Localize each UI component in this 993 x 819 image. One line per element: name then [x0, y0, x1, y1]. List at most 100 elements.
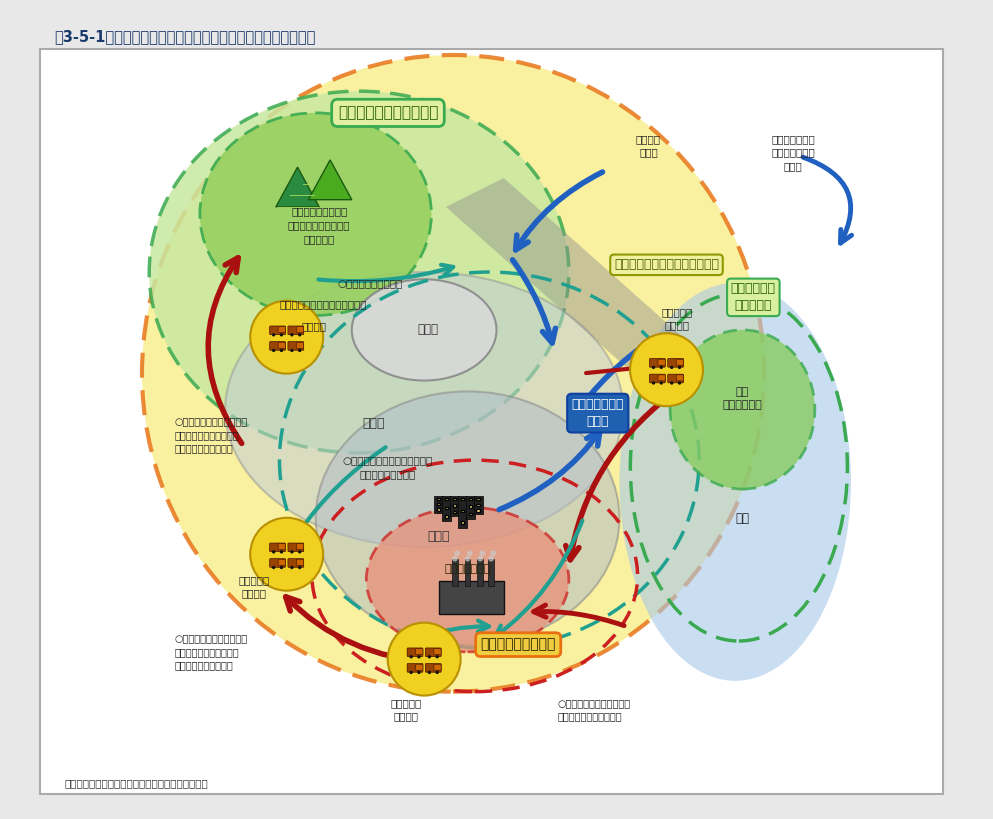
Text: 里地里山里海地域循環圏: 里地里山里海地域循環圏: [338, 106, 438, 120]
Circle shape: [298, 550, 302, 554]
Circle shape: [409, 655, 413, 658]
Text: 集積拠点: 集積拠点: [301, 321, 326, 332]
Circle shape: [290, 550, 294, 554]
Circle shape: [678, 382, 681, 385]
FancyBboxPatch shape: [676, 360, 683, 365]
Circle shape: [409, 671, 413, 674]
Polygon shape: [309, 160, 352, 200]
Circle shape: [387, 622, 461, 695]
Circle shape: [436, 671, 439, 674]
Circle shape: [659, 382, 663, 385]
Text: 動脈産業集積地: 動脈産業集積地: [445, 563, 491, 573]
Circle shape: [298, 566, 302, 569]
FancyBboxPatch shape: [658, 375, 665, 381]
Circle shape: [290, 333, 294, 337]
Circle shape: [280, 333, 283, 337]
FancyBboxPatch shape: [270, 326, 285, 335]
Ellipse shape: [225, 272, 624, 547]
Text: 循環型産業
集積拠点: 循環型産業 集積拠点: [390, 698, 422, 722]
Circle shape: [298, 333, 302, 337]
FancyBboxPatch shape: [458, 496, 467, 528]
FancyBboxPatch shape: [407, 663, 423, 672]
Text: 漁村
漁業・水産業: 漁村 漁業・水産業: [723, 387, 763, 410]
Text: 中都市: 中都市: [362, 418, 384, 431]
FancyBboxPatch shape: [296, 559, 304, 565]
Text: ○循環産業や動脈産業の集
積拠点などと連携しなが
ら適正規模で資源循環: ○循環産業や動脈産業の集 積拠点などと連携しなが ら適正規模で資源循環: [175, 417, 247, 453]
FancyBboxPatch shape: [445, 507, 448, 509]
FancyBboxPatch shape: [474, 496, 483, 514]
Circle shape: [651, 365, 655, 369]
FancyBboxPatch shape: [296, 327, 304, 333]
Circle shape: [491, 550, 496, 556]
FancyBboxPatch shape: [461, 498, 464, 500]
Ellipse shape: [670, 330, 815, 489]
FancyBboxPatch shape: [477, 509, 480, 512]
Circle shape: [428, 655, 431, 658]
Ellipse shape: [316, 391, 620, 645]
FancyBboxPatch shape: [278, 544, 285, 550]
FancyBboxPatch shape: [288, 342, 304, 351]
FancyBboxPatch shape: [453, 510, 456, 513]
FancyBboxPatch shape: [407, 648, 423, 657]
FancyBboxPatch shape: [477, 498, 480, 500]
FancyBboxPatch shape: [469, 513, 472, 515]
Circle shape: [428, 671, 431, 674]
FancyBboxPatch shape: [649, 374, 665, 382]
FancyBboxPatch shape: [288, 326, 304, 335]
FancyBboxPatch shape: [288, 559, 304, 568]
Circle shape: [290, 349, 294, 352]
FancyBboxPatch shape: [278, 327, 285, 333]
Ellipse shape: [352, 279, 496, 381]
FancyBboxPatch shape: [270, 342, 285, 351]
FancyBboxPatch shape: [466, 496, 475, 518]
FancyBboxPatch shape: [461, 509, 464, 512]
FancyBboxPatch shape: [288, 543, 304, 552]
Circle shape: [489, 556, 494, 562]
FancyBboxPatch shape: [416, 664, 423, 670]
Circle shape: [670, 382, 673, 385]
FancyBboxPatch shape: [452, 559, 458, 586]
Circle shape: [272, 349, 275, 352]
FancyBboxPatch shape: [434, 664, 441, 670]
Ellipse shape: [142, 55, 765, 692]
Text: 循環型産業　資源の地域内循環: 循環型産業 資源の地域内循環: [279, 300, 367, 310]
Ellipse shape: [200, 113, 431, 315]
Circle shape: [417, 671, 421, 674]
FancyBboxPatch shape: [437, 498, 440, 500]
FancyBboxPatch shape: [439, 581, 503, 613]
Circle shape: [280, 566, 283, 569]
Text: ○バイオマス系の循環: ○バイオマス系の循環: [338, 278, 402, 288]
Text: 資料：環境省「地域循環圏形成推進ガイドライン」: 資料：環境省「地域循環圏形成推進ガイドライン」: [65, 778, 209, 788]
Polygon shape: [276, 167, 319, 207]
FancyBboxPatch shape: [445, 498, 448, 500]
Ellipse shape: [366, 507, 569, 652]
Circle shape: [659, 365, 663, 369]
FancyBboxPatch shape: [450, 496, 459, 516]
FancyBboxPatch shape: [676, 375, 683, 381]
FancyBboxPatch shape: [434, 496, 443, 513]
Text: 再資源化製品や
再生エネルギー
の流れ: 再資源化製品や 再生エネルギー の流れ: [772, 134, 815, 171]
FancyBboxPatch shape: [478, 559, 484, 586]
FancyBboxPatch shape: [461, 522, 464, 524]
Text: 里海: 里海: [736, 512, 750, 524]
Text: 里地里山（農山村）
林業、農業、畜産業、
　　観光業: 里地里山（農山村） 林業、農業、畜産業、 観光業: [288, 206, 351, 244]
Circle shape: [280, 550, 283, 554]
Text: ○エコタウンなどの静脈産
業の集積基盤を活用し多
様な循環資源を利活用: ○エコタウンなどの静脈産 業の集積基盤を活用し多 様な循環資源を利活用: [175, 634, 247, 670]
FancyBboxPatch shape: [489, 559, 494, 586]
FancyBboxPatch shape: [434, 649, 441, 654]
FancyBboxPatch shape: [296, 544, 304, 550]
FancyBboxPatch shape: [469, 498, 472, 500]
FancyBboxPatch shape: [453, 505, 456, 507]
Circle shape: [272, 550, 275, 554]
Text: 循環型産業（広域）地域循環圏: 循環型産業（広域）地域循環圏: [614, 258, 719, 271]
Text: 図3-5-1　地域循環圏の類型パターンと重層的な構成イメージ: 図3-5-1 地域循環圏の類型パターンと重層的な構成イメージ: [55, 29, 316, 43]
Circle shape: [651, 382, 655, 385]
Text: 循環型産業
集積拠点: 循環型産業 集積拠点: [661, 307, 693, 331]
Circle shape: [298, 349, 302, 352]
Circle shape: [436, 655, 439, 658]
Text: 循環資源
の流れ: 循環資源 の流れ: [636, 133, 661, 157]
FancyBboxPatch shape: [469, 505, 472, 508]
Circle shape: [478, 556, 484, 562]
Circle shape: [272, 566, 275, 569]
FancyBboxPatch shape: [477, 504, 480, 506]
